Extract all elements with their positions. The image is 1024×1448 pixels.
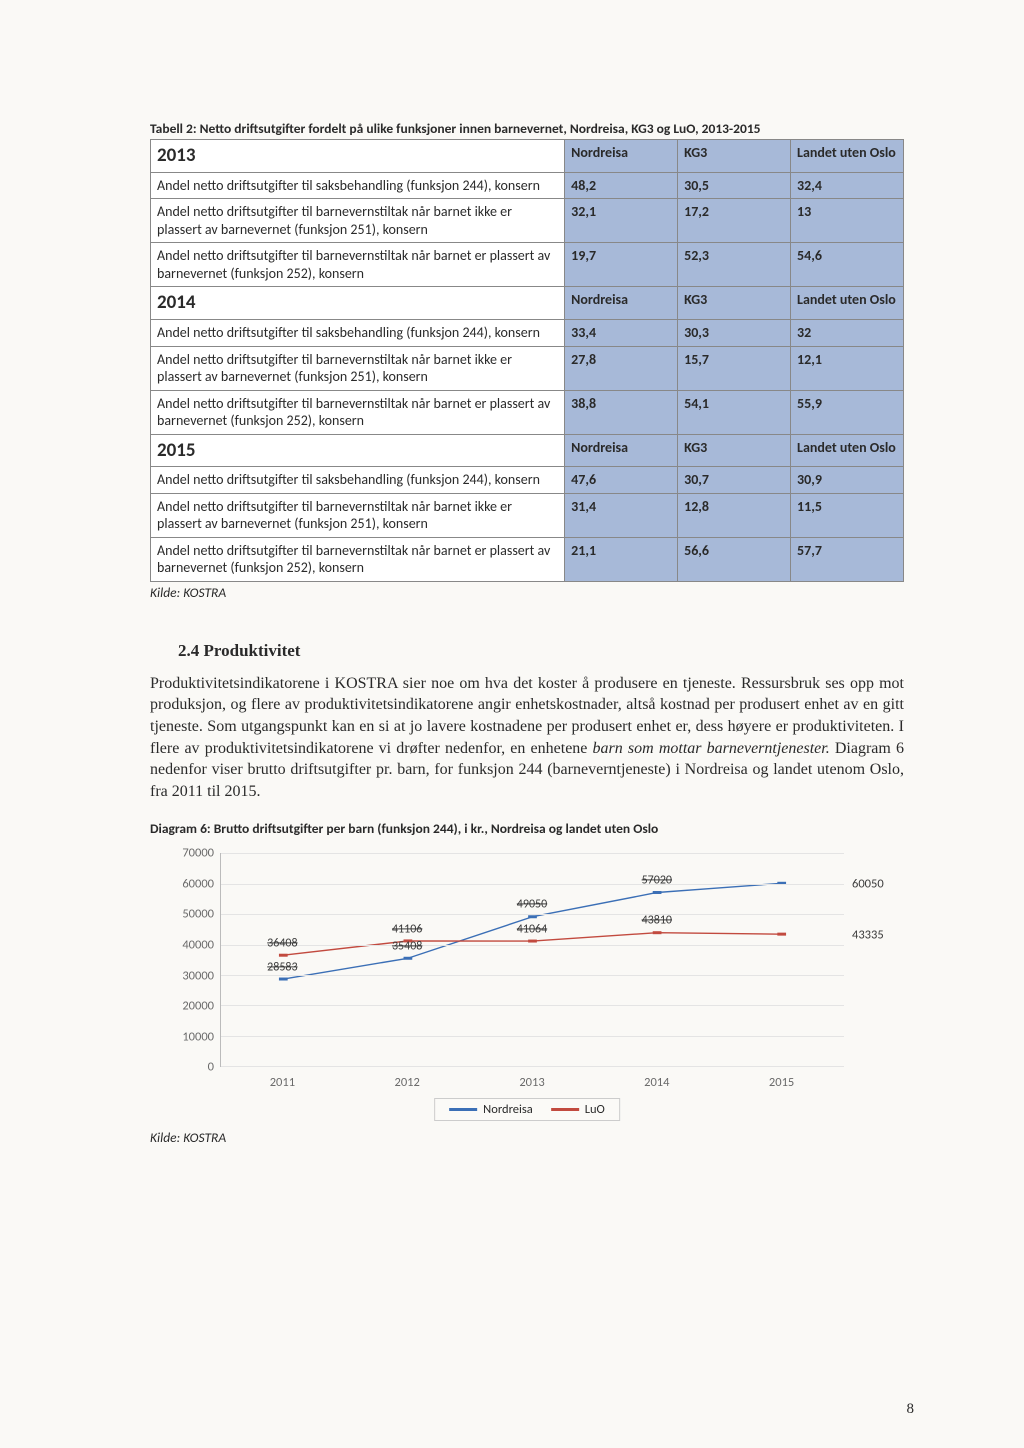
col-header: KG3 [678, 434, 791, 467]
body-em: barn som mottar barneverntjenester. [593, 740, 830, 757]
data-label: 36408 [267, 936, 297, 950]
value-cell: 48,2 [565, 172, 678, 199]
value-cell: 32 [791, 320, 904, 347]
chart-svg [221, 853, 844, 1066]
value-cell: 47,6 [565, 467, 678, 494]
value-cell: 54,1 [678, 390, 791, 434]
legend-item: LuO [551, 1102, 605, 1117]
series-end-label: 60050 [852, 876, 884, 891]
y-tick-label: 40000 [154, 938, 214, 953]
y-tick-label: 60000 [154, 876, 214, 891]
col-header: Landet uten Oslo [791, 140, 904, 173]
col-header: KG3 [678, 287, 791, 320]
value-cell: 56,6 [678, 537, 791, 581]
chart-legend: Nordreisa LuO [434, 1098, 620, 1121]
value-cell: 21,1 [565, 537, 678, 581]
x-tick-label: 2012 [395, 1075, 420, 1090]
data-label: 57020 [642, 873, 672, 887]
x-tick-label: 2011 [270, 1075, 295, 1090]
value-cell: 27,8 [565, 346, 678, 390]
value-cell: 32,1 [565, 199, 678, 243]
value-cell: 19,7 [565, 243, 678, 287]
table-source: Kilde: KOSTRA [150, 584, 904, 601]
y-tick-label: 50000 [154, 907, 214, 922]
value-cell: 30,3 [678, 320, 791, 347]
page-number: 8 [907, 1401, 915, 1418]
value-cell: 54,6 [791, 243, 904, 287]
x-tick-label: 2013 [519, 1075, 544, 1090]
y-tick-label: 20000 [154, 999, 214, 1014]
value-cell: 32,4 [791, 172, 904, 199]
page: Tabell 2: Netto driftsutgifter fordelt p… [0, 0, 1024, 1448]
value-cell: 38,8 [565, 390, 678, 434]
y-tick-label: 70000 [154, 846, 214, 861]
col-header: Nordreisa [565, 434, 678, 467]
x-tick-label: 2014 [644, 1075, 669, 1090]
value-cell: 31,4 [565, 493, 678, 537]
chart-source: Kilde: KOSTRA [150, 1129, 904, 1146]
col-header: Nordreisa [565, 140, 678, 173]
row-label: Andel netto driftsutgifter til saksbehan… [151, 467, 565, 494]
value-cell: 30,9 [791, 467, 904, 494]
year-cell: 2014 [151, 287, 565, 320]
data-label: 28583 [267, 960, 297, 974]
year-cell: 2015 [151, 434, 565, 467]
chart-caption: Diagram 6: Brutto driftsutgifter per bar… [150, 820, 904, 837]
row-label: Andel netto driftsutgifter til barnevern… [151, 243, 565, 287]
row-label: Andel netto driftsutgifter til barnevern… [151, 537, 565, 581]
row-label: Andel netto driftsutgifter til barnevern… [151, 493, 565, 537]
row-label: Andel netto driftsutgifter til saksbehan… [151, 320, 565, 347]
row-label: Andel netto driftsutgifter til barnevern… [151, 390, 565, 434]
value-cell: 55,9 [791, 390, 904, 434]
value-cell: 52,3 [678, 243, 791, 287]
row-label: Andel netto driftsutgifter til saksbehan… [151, 172, 565, 199]
data-table: 2013NordreisaKG3Landet uten OsloAndel ne… [150, 139, 904, 582]
col-header: Nordreisa [565, 287, 678, 320]
legend-item: Nordreisa [449, 1102, 533, 1117]
data-label: 41106 [392, 922, 422, 936]
value-cell: 30,7 [678, 467, 791, 494]
year-cell: 2013 [151, 140, 565, 173]
data-label: 41064 [517, 922, 547, 936]
col-header: Landet uten Oslo [791, 434, 904, 467]
data-label: 43810 [642, 914, 672, 928]
value-cell: 12,8 [678, 493, 791, 537]
table-caption: Tabell 2: Netto driftsutgifter fordelt p… [150, 120, 904, 137]
value-cell: 57,7 [791, 537, 904, 581]
plot-area [220, 853, 844, 1067]
value-cell: 15,7 [678, 346, 791, 390]
row-label: Andel netto driftsutgifter til barnevern… [151, 346, 565, 390]
x-tick-label: 2015 [769, 1075, 794, 1090]
value-cell: 17,2 [678, 199, 791, 243]
value-cell: 30,5 [678, 172, 791, 199]
y-tick-label: 0 [154, 1060, 214, 1075]
data-label: 35408 [392, 939, 422, 953]
line-chart: Nordreisa LuO 0 10000 20000 30000 40000 50000 6… [150, 837, 904, 1127]
body-paragraph: Produktivitetsindikatorene i KOSTRA sier… [150, 673, 904, 803]
col-header: KG3 [678, 140, 791, 173]
series-end-label: 43335 [852, 927, 884, 942]
y-tick-label: 10000 [154, 1029, 214, 1044]
value-cell: 12,1 [791, 346, 904, 390]
value-cell: 11,5 [791, 493, 904, 537]
value-cell: 13 [791, 199, 904, 243]
data-label: 49050 [517, 898, 547, 912]
section-heading: 2.4 Produktivitet [178, 641, 904, 661]
row-label: Andel netto driftsutgifter til barnevern… [151, 199, 565, 243]
y-tick-label: 30000 [154, 968, 214, 983]
value-cell: 33,4 [565, 320, 678, 347]
col-header: Landet uten Oslo [791, 287, 904, 320]
